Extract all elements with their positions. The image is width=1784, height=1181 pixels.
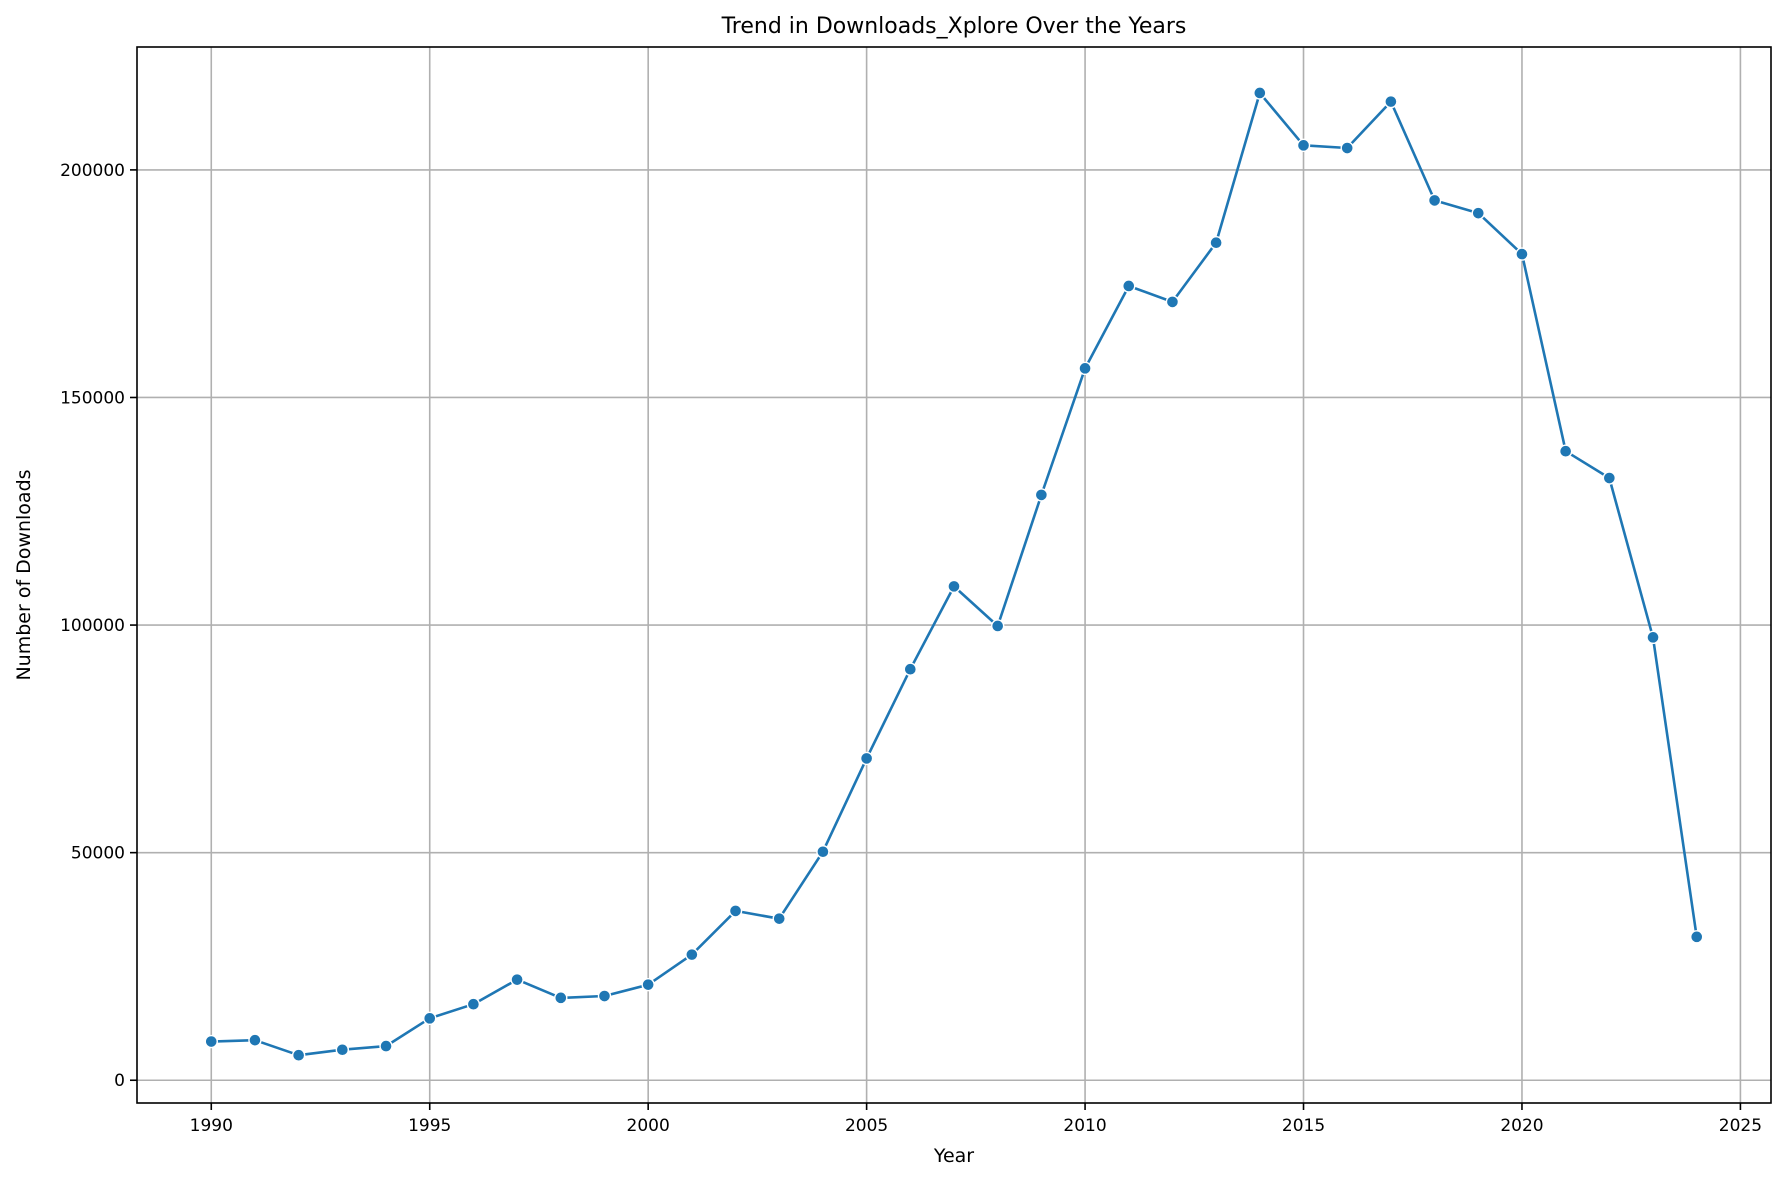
series-downloads xyxy=(204,86,1704,1062)
series-line xyxy=(211,91,1698,1057)
data-point xyxy=(597,989,612,1003)
y-tick-label: 0 xyxy=(114,1071,125,1091)
y-tick-label: 200000 xyxy=(60,161,125,181)
data-point xyxy=(379,1039,393,1053)
x-tick-label: 1990 xyxy=(190,1116,233,1136)
data-point xyxy=(1515,247,1529,261)
x-tick-label: 1995 xyxy=(408,1116,451,1136)
data-point xyxy=(1340,141,1354,155)
data-point xyxy=(1078,361,1092,376)
data-point xyxy=(1034,488,1049,502)
y-tick-label: 50000 xyxy=(71,844,125,864)
data-point xyxy=(554,991,568,1005)
x-tick-label: 2010 xyxy=(1063,1116,1106,1136)
x-tick-label: 2000 xyxy=(627,1116,670,1136)
data-point xyxy=(1165,295,1180,309)
x-tick-label: 2020 xyxy=(1500,1116,1543,1136)
grid xyxy=(137,47,1771,1103)
data-point xyxy=(1646,630,1660,645)
data-point xyxy=(903,662,918,676)
x-axis: 1990 1995 2000 2005 2010 2015 2020 2025 xyxy=(190,1103,1762,1136)
data-point xyxy=(1296,138,1311,153)
data-point xyxy=(1253,86,1267,100)
data-point xyxy=(510,972,524,987)
data-point xyxy=(685,947,699,962)
data-point xyxy=(816,845,830,859)
y-tick-label: 100000 xyxy=(60,616,125,636)
data-point xyxy=(641,977,655,992)
data-point xyxy=(728,904,743,918)
data-point xyxy=(1690,930,1704,944)
y-axis: 0 50000 100000 150000 200000 xyxy=(60,161,137,1091)
x-tick-label: 2015 xyxy=(1282,1116,1325,1136)
data-point xyxy=(947,579,961,594)
data-point xyxy=(335,1043,350,1057)
y-tick-label: 150000 xyxy=(60,388,125,408)
data-point xyxy=(1384,94,1398,109)
chart-title: Trend in Downloads_Xplore Over the Years xyxy=(721,14,1187,39)
data-point xyxy=(1209,236,1223,250)
x-axis-label: Year xyxy=(933,1145,974,1167)
data-point xyxy=(1427,193,1442,208)
data-point xyxy=(423,1011,437,1026)
data-point xyxy=(291,1048,306,1062)
data-point xyxy=(1602,471,1617,485)
data-point xyxy=(859,751,874,766)
data-point xyxy=(248,1033,262,1047)
data-point xyxy=(772,911,786,926)
data-point xyxy=(1558,444,1573,458)
data-point xyxy=(1471,206,1485,220)
data-point xyxy=(466,997,481,1011)
plot-frame xyxy=(136,46,1772,1104)
data-point xyxy=(1122,279,1136,293)
data-point xyxy=(204,1034,218,1049)
x-tick-label: 2005 xyxy=(845,1116,888,1136)
data-point xyxy=(990,619,1005,633)
y-axis-label: Number of Downloads xyxy=(13,469,35,680)
x-tick-label: 2025 xyxy=(1719,1116,1762,1136)
